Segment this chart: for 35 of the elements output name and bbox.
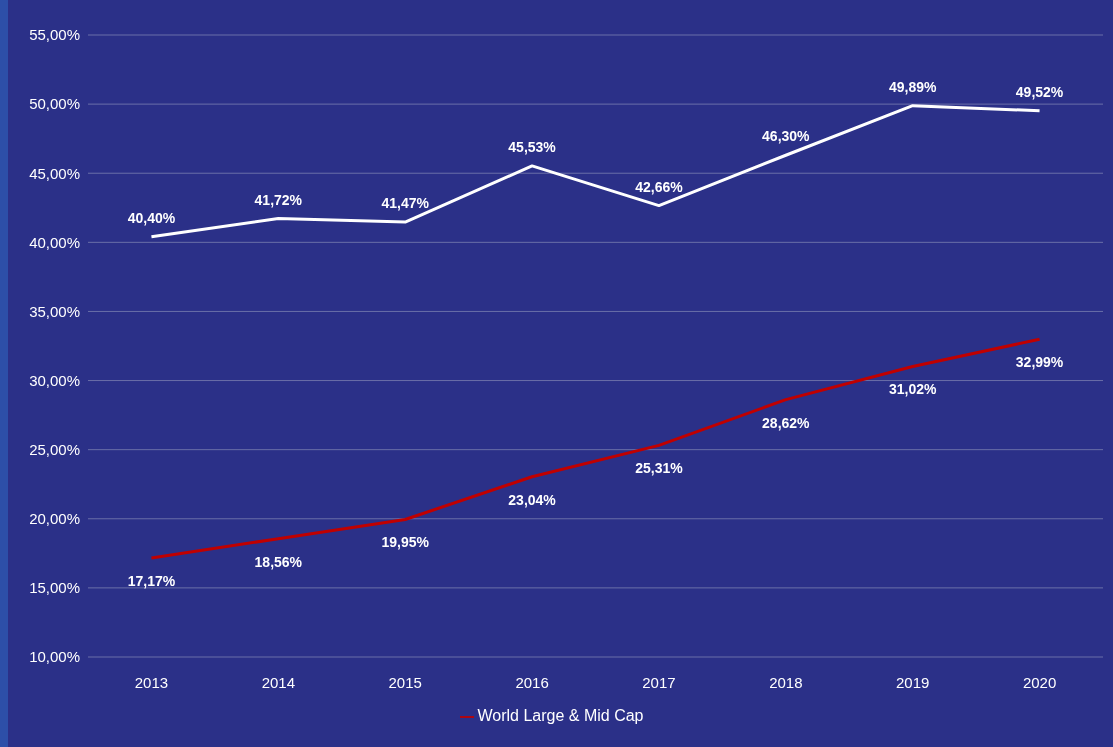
data-label: 23,04% <box>508 491 557 508</box>
x-tick-label: 2018 <box>769 673 803 691</box>
x-tick-label: 2014 <box>261 673 295 691</box>
y-tick-label: 45,00% <box>29 164 80 182</box>
x-tick-label: 2016 <box>515 673 549 691</box>
x-tick-label: 2020 <box>1022 673 1057 691</box>
x-tick-label: 2013 <box>134 673 169 691</box>
y-tick-label: 10,00% <box>29 648 80 666</box>
data-label: 28,62% <box>762 414 811 431</box>
data-label: 19,95% <box>381 534 430 551</box>
x-tick-label: 2015 <box>388 673 422 691</box>
data-label: 49,52% <box>1015 83 1064 100</box>
legend-label: World Large & Mid Cap <box>477 707 644 724</box>
data-label: 49,89% <box>888 78 937 95</box>
y-tick-label: 40,00% <box>29 233 80 251</box>
data-label: 32,99% <box>1015 354 1064 371</box>
data-label: 25,31% <box>635 460 684 477</box>
data-label: 17,17% <box>127 572 176 589</box>
data-label: 31,02% <box>888 381 937 398</box>
data-label: 41,72% <box>254 191 303 208</box>
x-tick-label: 2019 <box>896 673 930 691</box>
y-tick-label: 30,00% <box>29 371 80 389</box>
data-label: 18,56% <box>254 553 303 570</box>
data-label: 45,53% <box>508 138 557 155</box>
data-label: 40,40% <box>127 209 176 226</box>
data-label: 42,66% <box>635 178 684 195</box>
x-tick-label: 2017 <box>642 673 676 691</box>
data-label: 46,30% <box>762 128 811 145</box>
y-tick-label: 20,00% <box>29 510 80 528</box>
y-tick-label: 50,00% <box>29 95 80 113</box>
y-tick-label: 55,00% <box>29 26 80 44</box>
data-label: 41,47% <box>381 195 430 212</box>
y-tick-label: 15,00% <box>29 579 80 597</box>
y-tick-label: 35,00% <box>29 302 80 320</box>
y-tick-label: 25,00% <box>29 440 80 458</box>
